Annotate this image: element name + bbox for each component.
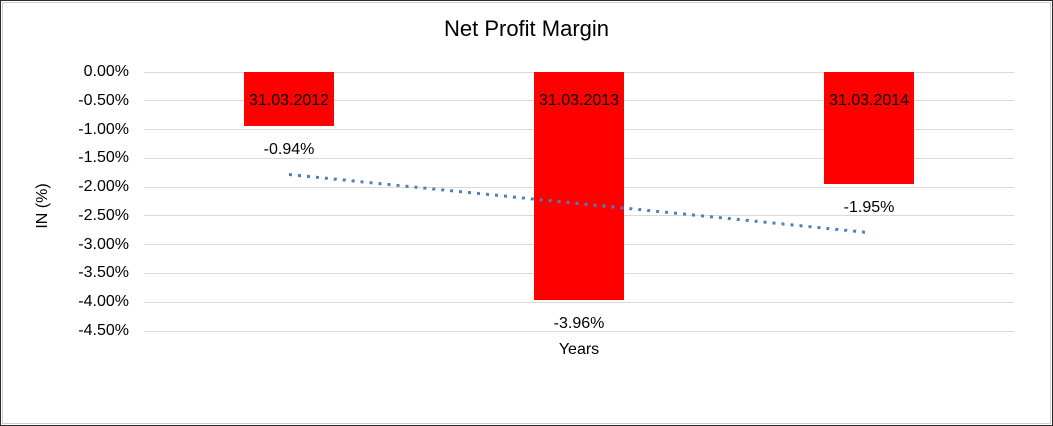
y-tick-label: -2.00% xyxy=(78,178,129,196)
y-tick-label: -3.50% xyxy=(78,264,129,282)
bar xyxy=(824,72,914,185)
y-tick-label: -4.00% xyxy=(78,293,129,311)
bar-category-label: 31.03.2014 xyxy=(828,91,910,109)
y-axis-title: IN (%) xyxy=(34,183,51,229)
y-tick-label: -0.50% xyxy=(78,91,129,109)
y-tick-label: -4.50% xyxy=(78,322,129,339)
bar-category-label: 31.03.2013 xyxy=(538,91,620,109)
bar-data-label: -1.95% xyxy=(843,199,895,217)
bar-data-label: -3.96% xyxy=(553,314,605,332)
bar xyxy=(244,72,334,127)
chart-title: Net Profit Margin xyxy=(443,16,610,41)
x-axis-title: Years xyxy=(558,341,600,358)
y-tick-label: -1.00% xyxy=(78,120,129,138)
bar xyxy=(534,72,624,300)
gridline xyxy=(144,301,1014,303)
y-tick-label: -3.00% xyxy=(78,235,129,253)
bar-category-label: 31.03.2012 xyxy=(248,91,330,109)
y-tick-label: -1.50% xyxy=(78,149,129,167)
y-tick-label: -2.50% xyxy=(78,206,129,224)
gridline xyxy=(144,330,1014,332)
bar-data-label: -0.94% xyxy=(263,141,315,159)
y-tick-label: 0.00% xyxy=(83,63,129,80)
